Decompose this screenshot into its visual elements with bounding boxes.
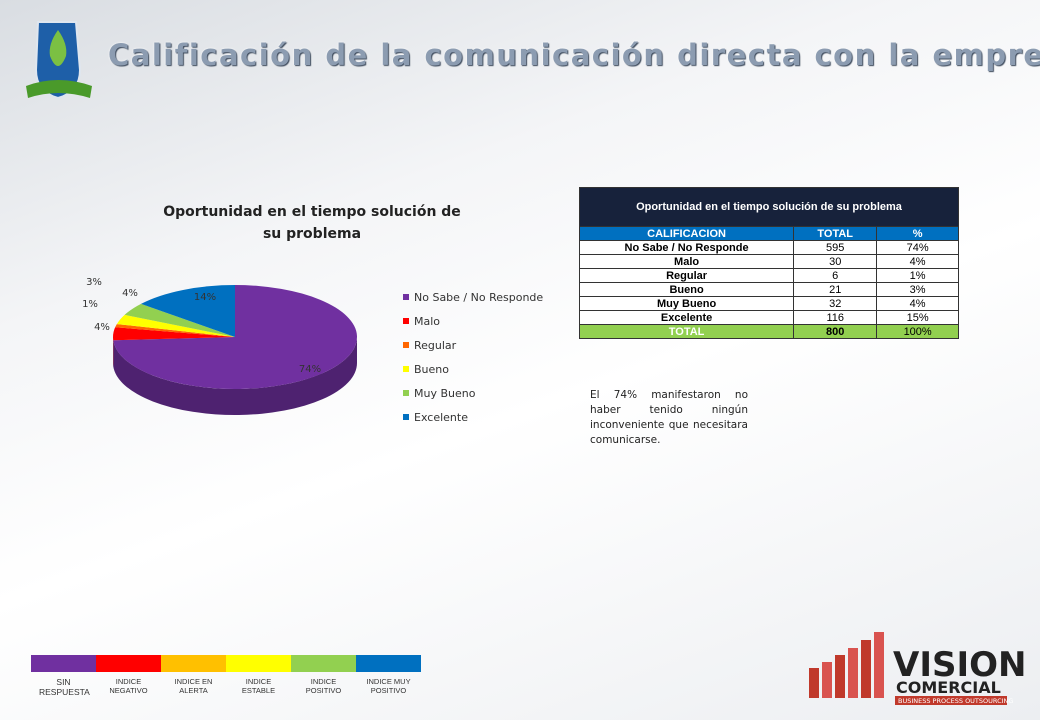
scale-label: INDICE ESTABLE [241, 677, 276, 695]
pie-slice [116, 314, 235, 337]
table-cell: 4% [876, 296, 959, 311]
scale-bar [226, 655, 291, 672]
header-cell: CALIFICACION [578, 226, 795, 241]
table-row: Bueno 21 3% [578, 282, 959, 297]
pie-slice [124, 303, 235, 337]
total-cell: TOTAL [578, 324, 795, 339]
slide-title: Calificación de la comunicación directa … [108, 38, 1040, 72]
table-title-row: Oportunidad en el tiempo solución de su … [579, 187, 959, 227]
scale-label: SIN RESPUESTA [39, 677, 90, 697]
table-cell: 4% [876, 254, 959, 269]
brand-tagline: BUSINESS PROCESS OUTSOURCING [898, 697, 1013, 705]
legend-label: Muy Bueno [414, 387, 476, 400]
table-cell: 21 [793, 282, 878, 297]
data-label: 4% [94, 322, 110, 333]
table-cell: Malo [578, 254, 795, 269]
header-cell: % [876, 226, 959, 241]
chart-title-line: Oportunidad en el tiempo solución de [163, 204, 461, 220]
data-table: Oportunidad en el tiempo solución de su … [578, 187, 959, 339]
table-header-row: CALIFICACION TOTAL% [578, 226, 959, 241]
table-title: Oportunidad en el tiempo solución de su … [579, 187, 959, 227]
scale-bar [161, 655, 226, 672]
scale-item: INDICE EN ALERTA [161, 655, 226, 697]
table-cell: Regular [578, 268, 795, 283]
legend-label: Bueno [414, 363, 449, 376]
scale-label: INDICE MUY POSITIVO [366, 677, 411, 695]
table-cell: 15% [876, 310, 959, 325]
scale-bar [291, 655, 356, 672]
table-cell: 595 [793, 240, 878, 255]
pie-slice [112, 327, 235, 341]
table-row: Excelente 116 15% [578, 310, 959, 325]
logo [26, 21, 92, 100]
legend-swatch [403, 294, 409, 300]
data-label: 74% [299, 364, 321, 375]
scale-label: INDICE EN ALERTA [174, 677, 213, 695]
scale-bar [96, 655, 161, 672]
pie-side [113, 337, 357, 415]
table-row: Muy Bueno 32 4% [578, 296, 959, 311]
data-label: 1% [82, 299, 98, 310]
scale-item: INDICE NEGATIVO [96, 655, 161, 697]
table-cell: 30 [793, 254, 878, 269]
table-cell: 1% [876, 268, 959, 283]
pie-slice [115, 324, 235, 337]
chart-title-line: su problema [263, 226, 361, 242]
legend-label: No Sabe / No Responde [414, 291, 543, 304]
scale-item: INDICE MUY POSITIVO [356, 655, 421, 697]
scale-label: INDICE NEGATIVO [109, 677, 148, 695]
pie-slice [113, 285, 357, 389]
table-cell: Excelente [578, 310, 795, 325]
scale-bar [31, 655, 96, 672]
scale-item: INDICE ESTABLE [226, 655, 291, 697]
total-cell: 100% [876, 324, 959, 339]
table-cell: 6 [793, 268, 878, 283]
legend-swatch [403, 318, 409, 324]
legend-label: Regular [414, 339, 457, 352]
table-cell: 32 [793, 296, 878, 311]
legend-label: Excelente [414, 411, 468, 424]
table-cell: 74% [876, 240, 959, 255]
scale-bar [356, 655, 421, 672]
table-cell: No Sabe / No Responde [578, 240, 795, 255]
total-cell: 800 [793, 324, 878, 339]
table-cell: Muy Bueno [578, 296, 795, 311]
pie-slice [140, 285, 235, 337]
table-cell: 116 [793, 310, 878, 325]
legend-label: Malo [414, 315, 440, 328]
legend-swatch [403, 366, 409, 372]
legend-swatch [403, 414, 409, 420]
header-cell: TOTAL [793, 226, 878, 241]
brand-line2: COMERCIAL [896, 678, 1001, 697]
data-label: 14% [194, 292, 216, 303]
scale-item: SIN RESPUESTA [31, 655, 96, 697]
legend-swatch [403, 390, 409, 396]
table-row: No Sabe / No Responde 595 74% [578, 240, 959, 255]
table-total-row: TOTAL 800 100% [578, 324, 959, 339]
table-row: Regular 6 1% [578, 268, 959, 283]
scale-item: INDICE POSITIVO [291, 655, 356, 697]
brand-name: VISION [893, 645, 1026, 685]
table-cell: 3% [876, 282, 959, 297]
data-label: 3% [86, 277, 102, 288]
chart-title: Oportunidad en el tiempo solución de su p… [163, 204, 461, 242]
brand-logo: VISION COMERCIAL BUSINESS PROCESS OUTSOU… [809, 632, 1026, 705]
table-row: Malo 30 4% [578, 254, 959, 269]
note: El 74% manifestaron no haber tenido ning… [590, 389, 748, 446]
scale-label: INDICE POSITIVO [305, 677, 342, 695]
table-cell: Bueno [578, 282, 795, 297]
legend-swatch [403, 342, 409, 348]
scale: SIN RESPUESTA INDICE NEGATIVO INDICE EN AL… [31, 655, 421, 697]
data-label: 4% [122, 288, 138, 299]
